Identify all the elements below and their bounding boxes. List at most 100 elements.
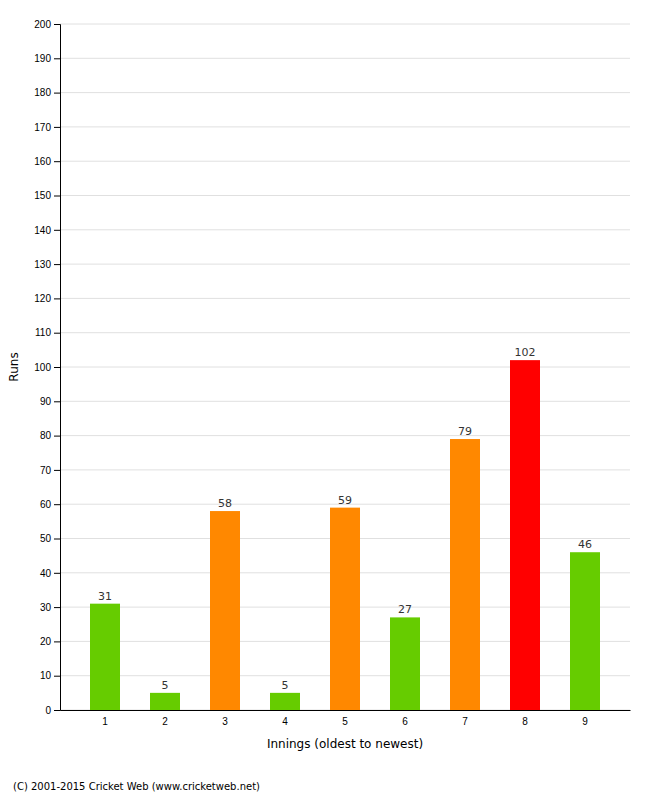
- bar: [330, 508, 360, 710]
- tick-label: 8: [522, 716, 528, 727]
- data-label: 58: [218, 497, 232, 510]
- data-label: 102: [515, 346, 536, 359]
- tick-label: 50: [40, 533, 52, 544]
- tick-label: 3: [222, 716, 228, 727]
- tick-label: 70: [40, 465, 52, 476]
- tick: 180: [34, 87, 60, 98]
- tick-label: 2: [162, 716, 168, 727]
- tick: 40: [40, 568, 60, 579]
- tick-label: 200: [34, 19, 51, 30]
- tick-label: 4: [282, 716, 288, 727]
- grid-line: [60, 401, 630, 402]
- tick: 110: [35, 327, 60, 338]
- tick: 70: [40, 465, 60, 476]
- tick: 30: [40, 602, 60, 613]
- tick: 3: [222, 716, 228, 727]
- tick-label: 170: [34, 122, 51, 133]
- tick: 170: [34, 122, 60, 133]
- tick: 7: [462, 716, 468, 727]
- data-label: 5: [282, 679, 289, 692]
- grid-line: [60, 195, 630, 196]
- data-label: 46: [578, 538, 592, 551]
- tick-label: 60: [40, 499, 52, 510]
- y-axis-title: Runs: [7, 352, 21, 381]
- tick-mark: [54, 93, 60, 94]
- tick-mark: [54, 504, 60, 505]
- tick: 160: [34, 156, 60, 167]
- data-label: 59: [338, 494, 352, 507]
- grid-line: [60, 92, 630, 93]
- tick-label: 80: [40, 430, 52, 441]
- tick-mark: [54, 710, 60, 711]
- tick: 200: [34, 19, 60, 30]
- tick-label: 6: [402, 716, 408, 727]
- grid-line: [60, 229, 630, 230]
- tick-label: 10: [40, 670, 52, 681]
- tick: 8: [522, 716, 528, 727]
- tick: 60: [40, 499, 60, 510]
- tick-mark: [54, 127, 60, 128]
- tick-mark: [54, 470, 60, 471]
- tick-label: 140: [34, 225, 51, 236]
- tick-mark: [54, 230, 60, 231]
- tick: 50: [40, 533, 60, 544]
- x-axis-title: Innings (oldest to newest): [267, 737, 423, 751]
- tick-label: 120: [34, 293, 51, 304]
- tick: 10: [40, 670, 60, 681]
- tick-label: 0: [45, 705, 51, 716]
- tick-mark: [54, 333, 60, 334]
- data-labels: 31558559277910246: [98, 346, 592, 692]
- tick: 150: [34, 190, 60, 201]
- tick-mark: [54, 436, 60, 437]
- axis-line: [54, 25, 61, 711]
- tick-label: 100: [34, 362, 51, 373]
- y-axis: 0 10 20 30 40 50 60 70 80 90 100 110 120 130 140 150 160…: [34, 19, 60, 716]
- tick: 190: [34, 53, 60, 64]
- tick-label: 130: [34, 259, 51, 270]
- tick-label: 110: [35, 327, 51, 338]
- tick-mark: [54, 676, 60, 677]
- tick: 120: [34, 293, 60, 304]
- tick: 5: [342, 716, 348, 727]
- tick-label: 40: [40, 568, 52, 579]
- tick: 100: [34, 362, 60, 373]
- tick: 6: [402, 716, 408, 727]
- grid-line: [60, 264, 630, 265]
- tick-mark: [54, 573, 60, 574]
- grid-line: [60, 298, 630, 299]
- plot: 0 10 20 30 40 50 60 70 80 90 100 110 120 130 140 150 160…: [7, 19, 631, 751]
- tick: 4: [282, 716, 288, 727]
- tick: 9: [582, 716, 588, 727]
- bar: [570, 552, 600, 710]
- tick-mark: [54, 367, 60, 368]
- grid-line: [60, 469, 630, 470]
- grid-line: [60, 367, 630, 368]
- footer: (C) 2001-2015 Cricket Web (www.cricketwe…: [13, 781, 260, 792]
- data-label: 5: [162, 679, 169, 692]
- grid-line: [60, 24, 630, 25]
- bar: [450, 439, 480, 710]
- data-label: 27: [398, 603, 412, 616]
- tick: 90: [40, 396, 60, 407]
- grid-line: [60, 126, 630, 127]
- chart: 0 10 20 30 40 50 60 70 80 90 100 110 120 130 140 150 160…: [0, 0, 650, 800]
- tick-mark: [54, 641, 60, 642]
- grid-line: [60, 332, 630, 333]
- bar: [510, 360, 540, 710]
- tick-mark: [54, 298, 60, 299]
- tick-mark: [54, 401, 60, 402]
- tick-mark: [54, 58, 60, 59]
- grid: [60, 24, 630, 710]
- bars: [90, 360, 600, 710]
- tick-label: 7: [462, 716, 468, 727]
- tick: 80: [40, 430, 60, 441]
- tick-label: 90: [40, 396, 52, 407]
- tick: 2: [162, 716, 168, 727]
- grid-line: [60, 435, 630, 436]
- tick: 20: [40, 636, 60, 647]
- grid-line: [60, 161, 630, 162]
- data-label: 79: [458, 425, 472, 438]
- tick-mark: [54, 161, 60, 162]
- tick-label: 160: [34, 156, 51, 167]
- tick-mark: [54, 24, 60, 25]
